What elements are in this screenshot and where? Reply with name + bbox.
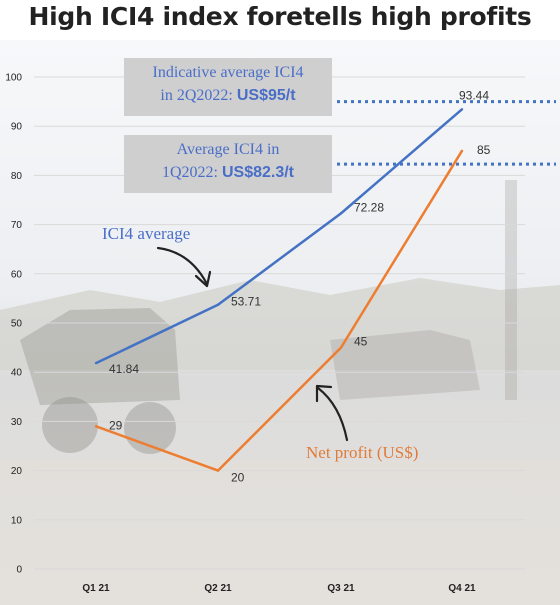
data-label: 93.44 [459, 88, 489, 102]
data-label: 72.28 [354, 200, 384, 214]
data-labels: 41.84 53.71 72.28 93.44 29 20 45 85 [109, 88, 491, 484]
annotation-box-average: Average ICI4 in 1Q2022: US$82.3/t [124, 135, 332, 193]
series-label-ici4: ICI4 average [102, 224, 191, 243]
y-tick-label: 90 [11, 122, 23, 133]
data-point [94, 361, 98, 365]
y-tick-label: 40 [11, 368, 23, 379]
annotation-text: 1Q2022: [161, 164, 222, 181]
data-point [460, 108, 464, 111]
data-label: 29 [109, 418, 123, 432]
y-tick-label: 80 [11, 171, 23, 182]
y-tick-label: 10 [11, 515, 23, 526]
y-tick-label: 100 [5, 73, 22, 84]
x-tick-label: Q3 21 [327, 583, 355, 594]
profit-arrow [316, 386, 349, 442]
annotation-line-2: in 2Q2022: US$95/t [124, 84, 332, 107]
data-point [216, 303, 220, 306]
annotation-line-2: 1Q2022: US$82.3/t [124, 161, 332, 184]
x-tick-label: Q4 21 [448, 583, 476, 594]
ici4-arrow [156, 246, 209, 286]
series-line [95, 108, 463, 365]
x-axis: Q1 21 Q2 21 Q3 21 Q4 21 [82, 583, 476, 594]
annotation-arrows [156, 246, 349, 442]
data-label: 20 [231, 471, 245, 485]
y-tick-label: 20 [11, 466, 23, 477]
x-tick-label: Q2 21 [204, 583, 232, 594]
data-label: 85 [477, 143, 491, 157]
annotation-line: Indicative average ICI4 [152, 64, 304, 81]
annotation-value: US$82.3/t [221, 164, 295, 181]
data-point [460, 149, 464, 152]
annotation-box-indicative: Indicative average ICI4 in 2Q2022: US$95… [124, 58, 332, 116]
data-label: 45 [354, 335, 368, 349]
data-point [94, 425, 98, 428]
reference-lines [337, 100, 556, 166]
y-tick-label: 0 [16, 565, 22, 576]
y-tick-label: 60 [11, 269, 23, 280]
series-line [95, 150, 464, 472]
annotation-line: Average ICI4 in [176, 141, 280, 158]
series-lines [94, 108, 464, 472]
x-tick-label: Q1 21 [82, 583, 110, 594]
y-tick-label: 70 [11, 220, 23, 231]
series-label-net-profit: Net profit (US$) [306, 443, 419, 462]
y-tick-label: 30 [11, 417, 23, 428]
y-tick-label: 50 [11, 319, 23, 330]
data-label: 53.71 [231, 295, 261, 309]
y-axis: 0 10 20 30 40 50 60 70 80 90 100 [5, 73, 22, 576]
ici4-arrow-head [194, 270, 212, 288]
data-point [339, 346, 343, 349]
data-point [216, 469, 220, 472]
annotation-text: in 2Q2022: [160, 87, 237, 104]
data-point [339, 212, 343, 215]
data-label: 41.84 [109, 362, 139, 376]
annotation-value: US$95/t [236, 87, 296, 104]
profit-arrow-head [315, 384, 333, 403]
chart-title: High ICI4 index foretells high profits [28, 2, 532, 31]
